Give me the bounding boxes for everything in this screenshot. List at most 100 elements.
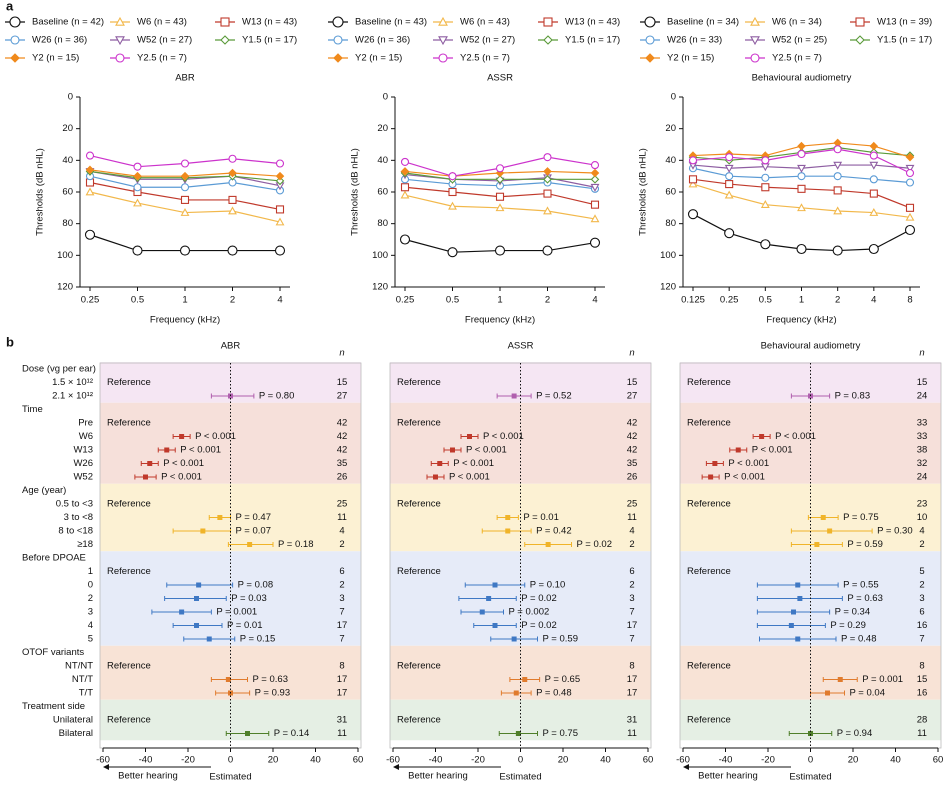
legend-label: W26 (n = 33) xyxy=(667,35,722,46)
marker xyxy=(448,172,457,181)
n-value: 24 xyxy=(917,472,928,483)
marker xyxy=(495,175,505,184)
marker xyxy=(868,243,879,255)
n-value: 16 xyxy=(917,688,928,699)
n-value: 38 xyxy=(917,445,928,456)
arrow-head xyxy=(683,764,689,770)
marker xyxy=(448,201,457,210)
n-value: 2 xyxy=(629,539,634,550)
y-tick-label: 20 xyxy=(377,123,388,134)
marker xyxy=(724,164,734,173)
y-tick-label: 100 xyxy=(372,250,388,261)
row-label: W26 xyxy=(73,458,93,469)
marker xyxy=(750,36,760,46)
n-value: 7 xyxy=(339,634,344,645)
p-value: P = 0.34 xyxy=(835,607,870,618)
marker xyxy=(797,149,806,159)
x-tick-label: 2 xyxy=(230,295,235,306)
row-label: W13 xyxy=(73,445,93,456)
marker xyxy=(797,164,806,173)
x-tick-label: 0 xyxy=(228,755,233,766)
marker xyxy=(590,214,600,223)
legend-label: Baseline (n = 42) xyxy=(32,17,104,28)
group-label: Age (year) xyxy=(22,485,66,496)
estimate-point xyxy=(545,542,551,547)
marker xyxy=(750,16,760,26)
marker xyxy=(220,35,230,45)
reference-label: Reference xyxy=(107,377,151,388)
marker xyxy=(645,35,655,45)
estimate-point xyxy=(194,623,199,628)
estimate-point xyxy=(837,677,843,682)
x-tick-label: -60 xyxy=(676,755,690,766)
marker xyxy=(400,157,410,166)
n-value: 8 xyxy=(919,661,924,672)
marker xyxy=(589,237,601,248)
p-value: P = 0.93 xyxy=(255,688,290,699)
n-header: n xyxy=(919,348,924,359)
marker xyxy=(905,152,915,162)
legend-label: W6 (n = 43) xyxy=(460,17,510,28)
x-tick-label: 40 xyxy=(310,755,321,766)
n-value: 17 xyxy=(627,620,638,631)
estimate-point xyxy=(735,447,741,453)
marker xyxy=(9,16,21,28)
chart-title: Behavioural audiometry xyxy=(752,73,852,84)
y-tick-label: 0 xyxy=(671,92,676,103)
n-value: 16 xyxy=(917,620,928,631)
marker xyxy=(179,245,191,256)
n-value: 2 xyxy=(629,580,634,591)
n-value: 6 xyxy=(339,566,344,577)
legend-label: W52 (n = 27) xyxy=(137,35,192,46)
y-axis-label: Thresholds (dB nHL) xyxy=(638,148,649,236)
n-value: 11 xyxy=(337,728,347,739)
estimate-point xyxy=(492,582,498,588)
reference-label: Reference xyxy=(107,661,151,672)
n-value: 2 xyxy=(919,580,924,591)
marker xyxy=(688,179,698,188)
x-tick-label: 4 xyxy=(592,295,597,306)
estimate-point xyxy=(179,609,185,615)
marker xyxy=(688,175,698,184)
x-tick-label: -60 xyxy=(96,755,110,766)
n-value: 35 xyxy=(337,458,348,469)
chart-title: ASSR xyxy=(508,341,534,352)
arrow-label: Better hearing xyxy=(118,771,178,782)
x-tick-label: 2 xyxy=(545,295,550,306)
marker xyxy=(905,178,915,187)
p-value: P < 0.001 xyxy=(724,472,765,483)
legend-label: Y1.5 (n = 17) xyxy=(242,35,297,46)
marker xyxy=(644,16,656,28)
estimate-point xyxy=(513,690,519,696)
n-value: 10 xyxy=(917,512,928,523)
marker xyxy=(220,17,230,27)
marker xyxy=(797,184,806,193)
n-header: n xyxy=(339,348,344,359)
reference-label: Reference xyxy=(397,661,441,672)
marker xyxy=(275,176,285,186)
n-value: 31 xyxy=(337,715,348,726)
group-label: OTOF variants xyxy=(22,647,84,658)
group-label: Dose (vg per ear) xyxy=(22,364,96,375)
marker xyxy=(832,245,843,256)
n-value: 23 xyxy=(917,499,928,510)
marker xyxy=(760,239,771,250)
reference-label: Reference xyxy=(397,377,441,388)
n-value: 33 xyxy=(917,431,928,442)
estimate-point xyxy=(206,636,212,642)
x-tick-label: 2 xyxy=(835,295,840,306)
marker xyxy=(133,162,142,171)
marker xyxy=(869,189,878,198)
n-value: 6 xyxy=(629,566,634,577)
n-value: 32 xyxy=(917,458,928,469)
marker xyxy=(495,164,505,173)
legend-label: Y2.5 (n = 7) xyxy=(772,53,822,64)
estimate-point xyxy=(825,690,830,696)
marker xyxy=(543,206,552,215)
reference-label: Reference xyxy=(687,418,731,429)
marker xyxy=(833,186,842,195)
n-value: 27 xyxy=(337,391,348,402)
p-value: P < 0.001 xyxy=(161,472,202,483)
y-tick-label: 80 xyxy=(62,218,73,229)
